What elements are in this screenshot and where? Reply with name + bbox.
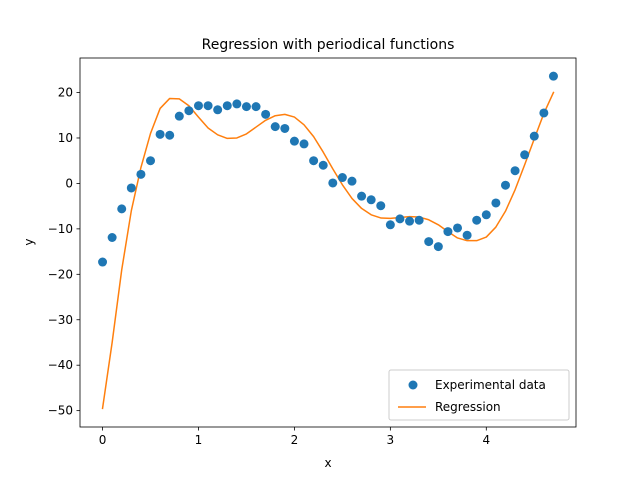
plot-area <box>79 57 577 428</box>
data-point <box>500 180 510 190</box>
data-point <box>165 130 175 140</box>
data-point <box>366 195 376 205</box>
series-layer <box>98 71 558 410</box>
data-point <box>241 102 251 112</box>
legend-box <box>388 369 570 421</box>
data-point <box>548 71 558 81</box>
x-tick-label: 4 <box>482 433 490 447</box>
x-tick-label: 3 <box>387 433 395 447</box>
data-point <box>261 109 271 119</box>
data-point <box>117 204 127 214</box>
y-tick-label: 0 <box>65 176 73 190</box>
data-point <box>184 106 194 116</box>
x-tick-label: 1 <box>195 433 203 447</box>
x-tick-label: 2 <box>291 433 299 447</box>
y-tick-label: −20 <box>48 267 73 281</box>
y-axis: −50 −40 −30 −20 −10 0 10 20 <box>48 86 80 418</box>
y-tick-label: −30 <box>48 313 73 327</box>
y-tick-label: −40 <box>48 358 73 372</box>
plot-background <box>80 58 576 427</box>
data-point <box>433 242 443 252</box>
data-point <box>193 101 203 111</box>
y-tick-label: −50 <box>48 404 73 418</box>
chart-title: Regression with periodical functions <box>202 37 455 53</box>
data-point <box>395 214 405 224</box>
data-point <box>337 173 347 183</box>
data-point <box>385 220 395 230</box>
data-point <box>107 233 117 242</box>
data-point <box>347 176 357 186</box>
data-point <box>520 150 530 160</box>
data-point <box>136 169 146 179</box>
legend: Experimental data Regression <box>388 369 570 421</box>
data-point <box>357 191 367 201</box>
data-point <box>328 178 338 188</box>
data-point <box>174 111 184 121</box>
data-point <box>203 101 213 111</box>
y-tick-label: 10 <box>58 131 73 145</box>
axes-frame <box>79 57 577 428</box>
data-point <box>126 183 136 193</box>
data-point <box>155 129 165 139</box>
x-axis-label: x <box>324 456 331 470</box>
data-point <box>424 237 434 247</box>
data-point <box>462 230 472 240</box>
data-point <box>309 156 319 166</box>
data-point <box>491 198 501 208</box>
data-point <box>539 108 549 118</box>
data-point <box>529 131 539 141</box>
x-axis: 0 1 2 3 4 <box>99 427 490 447</box>
data-point <box>299 139 309 149</box>
y-tick-label: −10 <box>48 222 73 236</box>
data-point <box>481 210 491 220</box>
data-point <box>146 156 156 166</box>
data-point <box>213 105 223 115</box>
data-point <box>443 227 453 237</box>
regression-line <box>101 91 555 410</box>
data-point <box>289 136 299 146</box>
data-point <box>376 201 386 211</box>
data-point <box>251 102 261 112</box>
data-point <box>453 223 463 233</box>
legend-label-experimental-data: Experimental data <box>435 378 546 392</box>
data-point <box>222 101 232 111</box>
y-axis-label: y <box>22 238 36 245</box>
data-point <box>270 122 280 132</box>
data-point <box>280 123 290 133</box>
x-tick-label: 0 <box>99 433 107 447</box>
data-point <box>472 215 482 225</box>
data-point <box>405 216 415 226</box>
legend-label-regression: Regression <box>435 400 501 414</box>
data-point <box>232 99 242 109</box>
y-tick-label: 20 <box>58 86 73 100</box>
data-point <box>98 257 108 267</box>
data-point <box>414 215 424 225</box>
legend-marker-experimental-data <box>408 380 418 390</box>
data-point <box>318 160 328 170</box>
data-point <box>510 166 520 176</box>
